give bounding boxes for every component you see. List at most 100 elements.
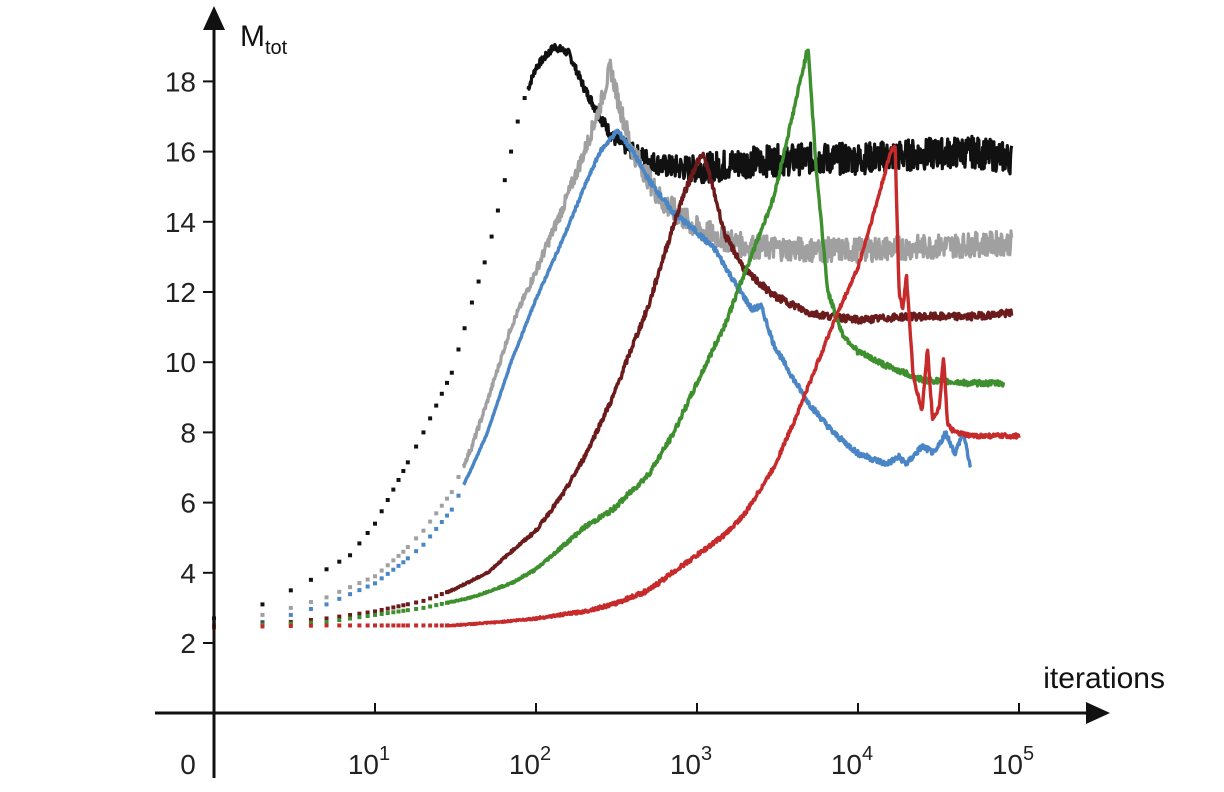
x-axis-arrow [1086, 702, 1110, 724]
y-tick-label: 12 [165, 277, 196, 308]
x-tick-label: 101 [348, 743, 390, 780]
series-4-point [324, 616, 329, 621]
series-3 [212, 128, 973, 628]
series-1-point [373, 521, 377, 526]
series-6-point [391, 623, 396, 628]
series-2-point [324, 595, 329, 600]
series-5-point [308, 620, 313, 625]
y-tick-label: 14 [165, 207, 196, 238]
series-3-point [324, 602, 329, 607]
series-5-point [401, 608, 406, 613]
series-4-point [365, 610, 370, 615]
series-2-point [365, 577, 370, 582]
series-3-point [308, 606, 313, 611]
series-4-point [357, 611, 362, 616]
series-3-point [449, 507, 454, 512]
series-2-point [401, 549, 406, 554]
series-1-point [391, 487, 396, 492]
series-6-point [434, 623, 439, 628]
series-6-point [428, 623, 433, 628]
series-1-point [489, 234, 494, 239]
series-1-point [456, 347, 461, 352]
series-6-point [373, 623, 377, 628]
series-5-point [379, 611, 384, 616]
series-3-point [456, 493, 461, 498]
series-5-point [396, 609, 401, 614]
series-4-line [446, 151, 1014, 594]
series-5-point [421, 605, 426, 610]
series-5-point [260, 622, 265, 627]
series-5-point [365, 613, 370, 618]
series-1-point [439, 391, 444, 396]
series-4-point [439, 592, 444, 597]
series-2-point [449, 490, 454, 495]
y-tick-label: 2 [180, 628, 196, 659]
series-1-point [348, 553, 353, 558]
y-tick-label: 10 [165, 347, 196, 378]
series-3-line [462, 128, 973, 486]
series-2-point [260, 612, 265, 617]
series-1-point [522, 96, 527, 101]
series-3-point [405, 556, 410, 561]
series-5 [212, 48, 1006, 628]
series-3-point [444, 513, 449, 518]
series-2-dots [212, 474, 461, 624]
series-1-point [449, 370, 454, 375]
series-5-point [288, 621, 293, 626]
series-2-point [308, 599, 313, 604]
series-6-point [324, 623, 329, 628]
series-4-point [414, 600, 419, 605]
series-2-point [444, 496, 449, 501]
series-6-point [348, 623, 353, 628]
series-3-point [288, 612, 293, 617]
series-2-point [373, 574, 377, 579]
series-4-point [348, 613, 353, 618]
y-axis-title-sub: tot [265, 37, 288, 59]
series-2-point [456, 474, 461, 479]
series-2-point [357, 581, 362, 586]
series-5-point [414, 606, 419, 611]
y-axis-title: Mtot [240, 20, 288, 59]
series-1-point [288, 588, 293, 593]
y-tick-label: 4 [180, 558, 196, 589]
series-4-point [391, 605, 396, 610]
series-4-point [434, 594, 439, 599]
series-4-point [428, 596, 433, 601]
x-tick-label: 103 [670, 743, 712, 780]
series-6-point [365, 623, 370, 628]
series-5-point [373, 612, 377, 617]
series-1-point [469, 300, 474, 305]
series-4-point [385, 606, 390, 611]
series-1-line [526, 42, 1014, 185]
x-axis-title: iterations [1043, 662, 1165, 695]
series-6-point [337, 623, 342, 628]
series-1-point [421, 430, 426, 435]
x-tick-label: 102 [509, 743, 551, 780]
y-tick-label: 18 [165, 66, 196, 97]
series-1-point [414, 444, 419, 449]
series-3-point [365, 584, 370, 589]
series-1-point [308, 577, 313, 582]
series-5-point [348, 616, 353, 621]
series-3-point [373, 581, 377, 586]
series-2-point [396, 553, 401, 558]
series-3-point [379, 576, 384, 581]
series-1-point [396, 477, 401, 482]
series-6-point [414, 623, 419, 628]
series-3-point [348, 592, 353, 597]
y-axis-arrow [203, 6, 225, 30]
x-origin-label: 0 [180, 749, 196, 780]
series-1-point [260, 602, 265, 607]
series-1-point [379, 509, 384, 514]
series-6-point [405, 623, 410, 628]
series-6-dots [212, 623, 449, 630]
series-2-point [385, 563, 390, 568]
series-3-point [391, 567, 396, 572]
series-1-point [385, 497, 390, 502]
series-1 [212, 42, 1014, 621]
series-1-point [495, 208, 500, 213]
series-1-point [405, 460, 410, 465]
series-2-point [391, 558, 396, 563]
series-1-point [509, 149, 514, 154]
series-2-point [337, 589, 342, 594]
